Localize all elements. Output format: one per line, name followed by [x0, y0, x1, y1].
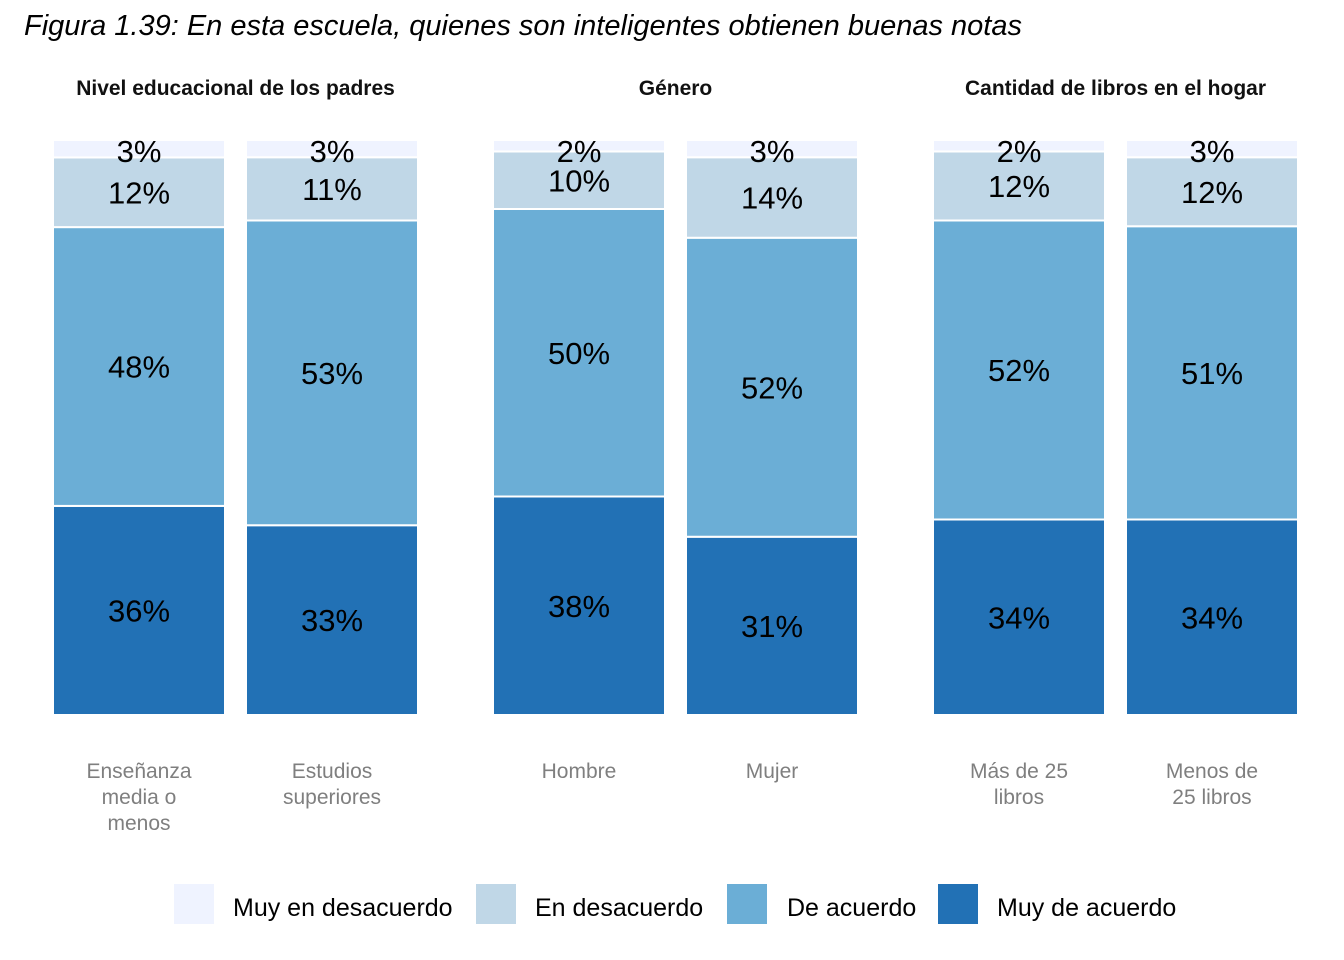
bar-segment: [492, 139, 666, 153]
category-label: Estudios: [292, 760, 373, 783]
data-label: 38%: [548, 589, 610, 624]
bar-segment: [245, 139, 419, 159]
bar-segment: [52, 504, 226, 716]
bar-segment: [932, 150, 1106, 222]
chart-title: Figura 1.39: En esta escuela, quienes so…: [24, 10, 1022, 42]
bar-segment: [932, 139, 1106, 153]
bar-segment: [492, 150, 666, 210]
bar-segment: [245, 156, 419, 222]
panel-title: Género: [639, 77, 713, 100]
bar-segment: [52, 156, 226, 229]
bar-segment: [492, 208, 666, 498]
data-label: 52%: [741, 370, 803, 405]
category-label: menos: [107, 812, 170, 835]
legend-label: Muy en desacuerdo: [233, 894, 453, 922]
data-label: 51%: [1181, 356, 1243, 391]
data-label: 2%: [997, 134, 1042, 169]
legend-swatch: [938, 884, 978, 924]
data-label: 12%: [988, 169, 1050, 204]
bar-segment: [932, 518, 1106, 716]
category-label: superiores: [283, 786, 381, 809]
legend-label: En desacuerdo: [535, 894, 703, 922]
bar-segment: [1125, 225, 1299, 521]
bar-segment: [685, 236, 859, 538]
legend-swatch: [727, 884, 767, 924]
bar-segment: [685, 156, 859, 239]
legend-label: De acuerdo: [787, 894, 916, 922]
data-label: 52%: [988, 353, 1050, 388]
legend-label: Muy de acuerdo: [997, 894, 1176, 922]
data-label: 10%: [548, 163, 610, 198]
data-label: 34%: [1181, 600, 1243, 635]
data-label: 48%: [108, 350, 170, 385]
data-label: 12%: [1181, 175, 1243, 210]
data-label: 2%: [557, 134, 602, 169]
category-label: Más de 25: [970, 760, 1068, 783]
category-label: media o: [102, 786, 177, 809]
bar-segment: [52, 139, 226, 159]
data-label: 3%: [310, 134, 355, 169]
bar-segment: [1125, 518, 1299, 716]
data-label: 53%: [301, 356, 363, 391]
category-label: Mujer: [746, 760, 799, 783]
panel-title: Cantidad de libros en el hogar: [965, 77, 1266, 100]
data-label: 34%: [988, 600, 1050, 635]
bar-segment: [245, 219, 419, 527]
data-label: 33%: [301, 603, 363, 638]
legend-swatch: [174, 884, 214, 924]
bar-segment: [1125, 156, 1299, 228]
bar-segment: [685, 535, 859, 716]
legend-swatch: [476, 884, 516, 924]
category-label: 25 libros: [1172, 786, 1251, 809]
data-label: 12%: [108, 175, 170, 210]
data-label: 50%: [548, 336, 610, 371]
data-label: 3%: [1190, 134, 1235, 169]
bar-segment: [685, 139, 859, 159]
data-label: 14%: [741, 181, 803, 216]
data-label: 11%: [302, 172, 362, 207]
panel-title: Nivel educacional de los padres: [76, 77, 395, 100]
data-label: 31%: [741, 609, 803, 644]
data-label: 3%: [750, 134, 795, 169]
bar-segment: [1125, 139, 1299, 159]
category-label: Hombre: [542, 760, 617, 783]
data-label: 36%: [108, 593, 170, 628]
category-label: Menos de: [1166, 760, 1258, 783]
category-label: Enseñanza: [86, 760, 191, 783]
category-label: libros: [994, 786, 1044, 809]
data-label: 3%: [117, 134, 162, 169]
